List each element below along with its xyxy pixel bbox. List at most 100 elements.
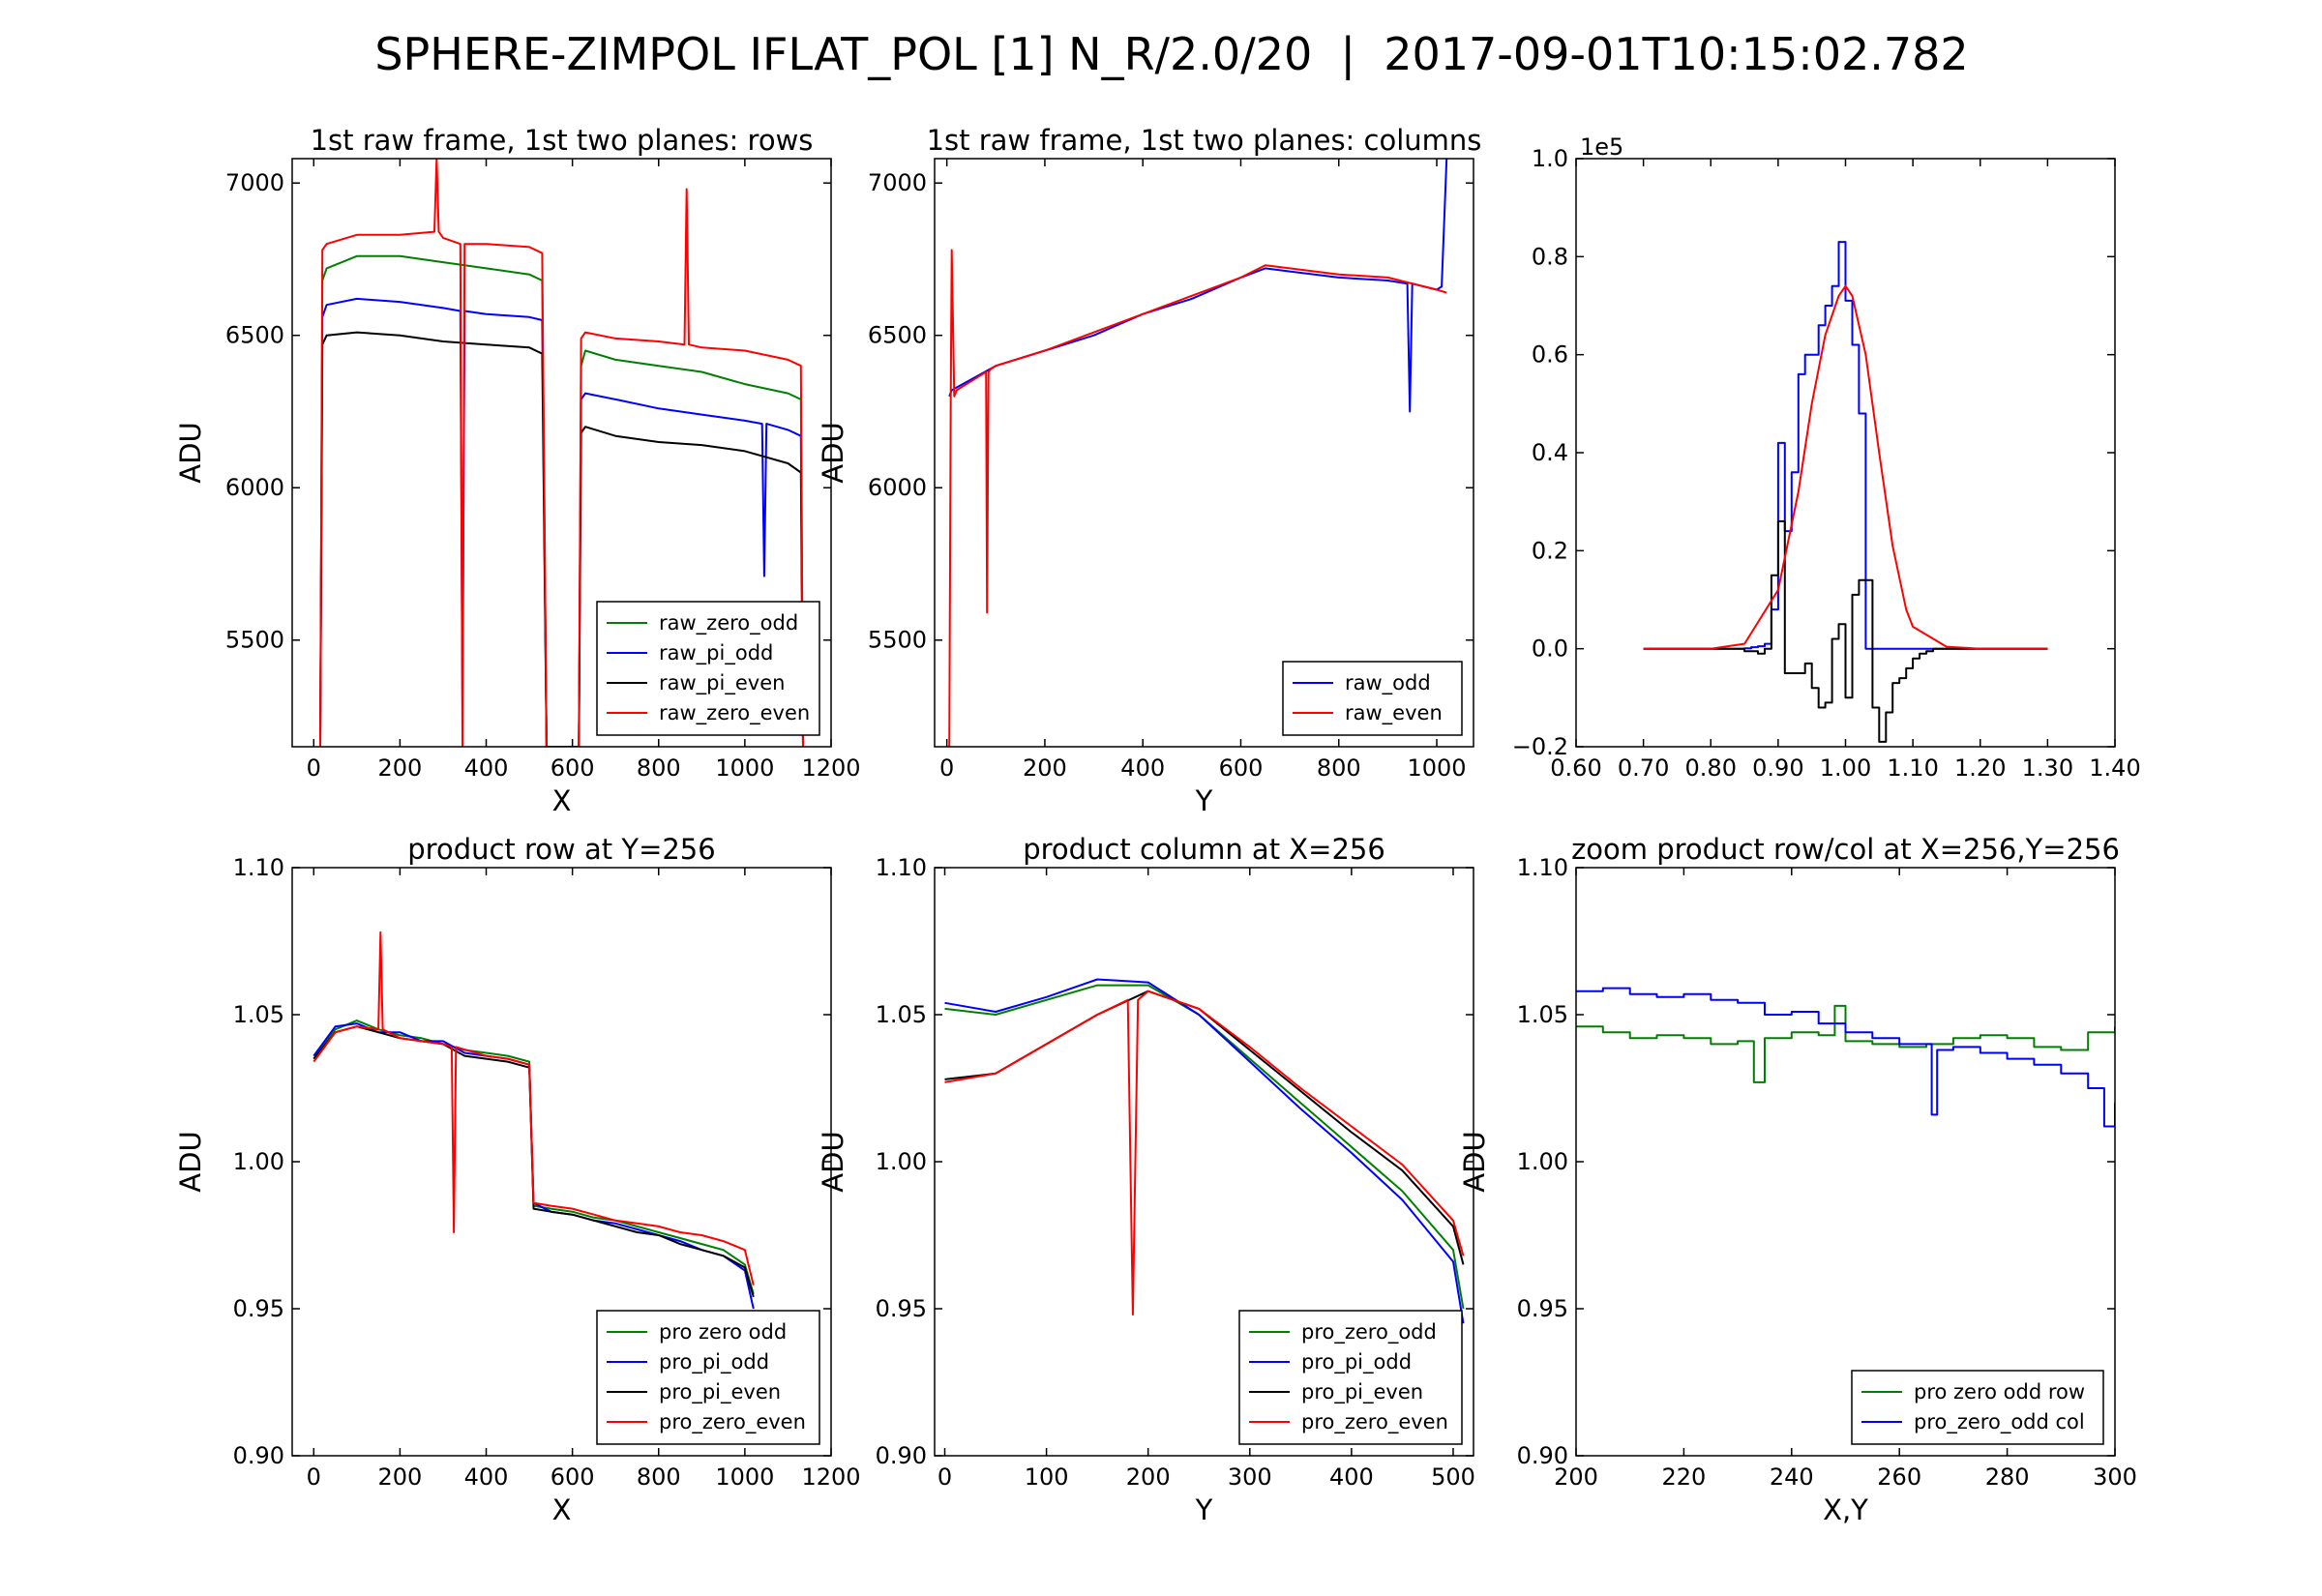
y-axis-label: ADU xyxy=(817,1131,849,1192)
figure-title: SPHERE-ZIMPOL IFLAT_POL [1] N_R/2.0/20 |… xyxy=(374,28,1968,81)
legend-label: raw_pi_odd xyxy=(659,641,773,665)
series-group xyxy=(948,159,1448,747)
series-line-pro-zero-odd-col xyxy=(1576,987,2115,1128)
x-tick-label: 200 xyxy=(1126,1463,1171,1491)
x-tick-label: 0.60 xyxy=(1550,754,1601,782)
legend-label: pro zero odd row xyxy=(1914,1380,2085,1404)
chart-title: zoom product row/col at X=256,Y=256 xyxy=(1571,833,2120,866)
x-tick-label: 200 xyxy=(1554,1463,1598,1491)
plots: 0 200 400 600 800 1000 120055006000650070001st… xyxy=(174,124,2141,1526)
x-tick-label: 0.90 xyxy=(1752,754,1803,782)
y-tick-label: 0.8 xyxy=(1532,243,1568,270)
x-tick-label: 220 xyxy=(1661,1463,1706,1491)
x-tick-label: 0 xyxy=(307,1463,321,1491)
legend-label: pro_zero_odd col xyxy=(1914,1410,2085,1434)
legend: pro zero odd pro_pi_odd pro_pi_even pro_zer… xyxy=(596,1310,820,1445)
x-axis-label: Y xyxy=(1195,784,1213,817)
legend: pro_zero_odd pro_pi_odd pro_pi_even pro_zer… xyxy=(1238,1310,1463,1445)
x-tick-label: 600 xyxy=(551,1463,595,1491)
chart-3: 0.60 0.70 0.80 0.90 1.00 1.10 1.20 1.30 1.40 −0.2… xyxy=(1512,133,2141,782)
legend-label: raw_odd xyxy=(1345,671,1431,695)
legend-label: pro_zero_even xyxy=(1301,1410,1448,1434)
y-tick-label: 0.2 xyxy=(1532,537,1568,564)
legend-label: pro_pi_odd xyxy=(659,1350,769,1374)
x-tick-label: 200 xyxy=(1023,754,1067,782)
series-line-pro-zero-odd xyxy=(944,984,1465,1310)
y-tick-label: 6000 xyxy=(225,474,284,501)
chart-title: product row at Y=256 xyxy=(407,833,715,866)
series-line-pro-pi-odd xyxy=(944,978,1465,1324)
y-tick-label: 6500 xyxy=(225,322,284,349)
x-tick-label: 600 xyxy=(551,754,595,782)
y-tick-label: 1.10 xyxy=(876,854,927,881)
chart-4: 0 200 400 600 800 1000 1200 0.90 0.95 1.00 1.05 1.1… xyxy=(174,833,861,1526)
chart-title: 1st raw frame, 1st two planes: columns xyxy=(927,124,1482,157)
x-tick-label: 0 xyxy=(939,754,954,782)
x-tick-label: 240 xyxy=(1770,1463,1814,1491)
x-tick-label: 400 xyxy=(464,754,509,782)
y-tick-label: 6000 xyxy=(868,474,927,501)
series-line-gaussian-fit xyxy=(1643,284,2048,650)
x-axis-label: X xyxy=(552,1493,572,1526)
series-line-raw-pi-even xyxy=(319,331,804,747)
x-tick-label: 260 xyxy=(1877,1463,1921,1491)
y-tick-label: 1.00 xyxy=(876,1148,927,1175)
legend-label: pro_pi_even xyxy=(659,1380,781,1404)
x-tick-label: 0 xyxy=(307,754,321,782)
x-axis-label: X xyxy=(552,784,572,817)
y-tick-label: 0.4 xyxy=(1532,439,1568,466)
series-line-pro-zero-even xyxy=(313,931,755,1286)
series-line-difference xyxy=(1643,519,2048,743)
x-tick-label: 1.10 xyxy=(1887,754,1938,782)
chart-1: 0 200 400 600 800 1000 1200 5500 6000 6500 7000 1st… xyxy=(174,124,861,817)
y-tick-label: 1.10 xyxy=(1517,854,1568,881)
x-tick-label: 1000 xyxy=(1407,754,1466,782)
x-tick-label: 0.80 xyxy=(1685,754,1737,782)
y-axis-label: ADU xyxy=(817,422,849,483)
x-axis-label: X,Y xyxy=(1823,1493,1868,1526)
x-tick-label: 1.40 xyxy=(2089,754,2140,782)
x-tick-label: 280 xyxy=(1985,1463,2030,1491)
y-tick-label: 1.05 xyxy=(1517,1001,1568,1028)
y-tick-label: 5500 xyxy=(868,627,927,654)
y-tick-label: 0.90 xyxy=(233,1442,284,1469)
series-line-pro-pi-odd xyxy=(313,1022,755,1310)
x-tick-label: 300 xyxy=(2093,1463,2137,1491)
y-tick-label: 7000 xyxy=(225,169,284,196)
x-tick-label: 600 xyxy=(1219,754,1264,782)
series-line-pro-zero-even xyxy=(944,990,1465,1316)
legend-label: pro_pi_even xyxy=(1301,1380,1423,1404)
x-tick-label: 400 xyxy=(1329,1463,1374,1491)
series-line-pro-zero-odd-row xyxy=(1576,1004,2115,1083)
legend-label: pro zero odd xyxy=(659,1320,787,1344)
y-tick-label: 0.95 xyxy=(233,1295,284,1322)
legend-box xyxy=(1851,1370,2104,1445)
legend-label: raw_pi_even xyxy=(659,671,785,695)
legend-label: pro_zero_odd xyxy=(1301,1320,1437,1345)
chart-title: 1st raw frame, 1st two planes: rows xyxy=(311,124,814,157)
series-group xyxy=(1576,987,2115,1128)
chart-title: product column at X=256 xyxy=(1023,833,1385,866)
series-line-pro-pi-even xyxy=(944,990,1465,1265)
x-tick-label: 200 xyxy=(377,1463,422,1491)
series-line-raw-pi-odd xyxy=(319,297,804,747)
legend-label: raw_zero_odd xyxy=(659,611,798,635)
series-line-raw-zero-even xyxy=(319,159,804,747)
x-tick-label: 1000 xyxy=(715,754,774,782)
y-tick-label: 6500 xyxy=(868,322,927,349)
y-tick-label: 1.0 xyxy=(1532,145,1568,172)
y-tick-label: 0.90 xyxy=(876,1442,927,1469)
legend: raw_odd raw_even xyxy=(1282,661,1463,736)
x-tick-label: 1.20 xyxy=(1954,754,2006,782)
series-line-pro-pi-even xyxy=(313,1025,755,1298)
series-group xyxy=(313,931,755,1310)
y-axis-label: ADU xyxy=(174,422,207,483)
series-line-pro-zero-odd xyxy=(313,1020,755,1295)
plot-frame xyxy=(1575,867,2116,1457)
y-axis-label: ADU xyxy=(174,1131,207,1192)
y-tick-label: 0.0 xyxy=(1532,635,1568,663)
y-tick-label: 1.05 xyxy=(233,1001,284,1028)
plot-frame xyxy=(291,158,832,748)
y-axis-label: ADU xyxy=(1458,1131,1491,1192)
